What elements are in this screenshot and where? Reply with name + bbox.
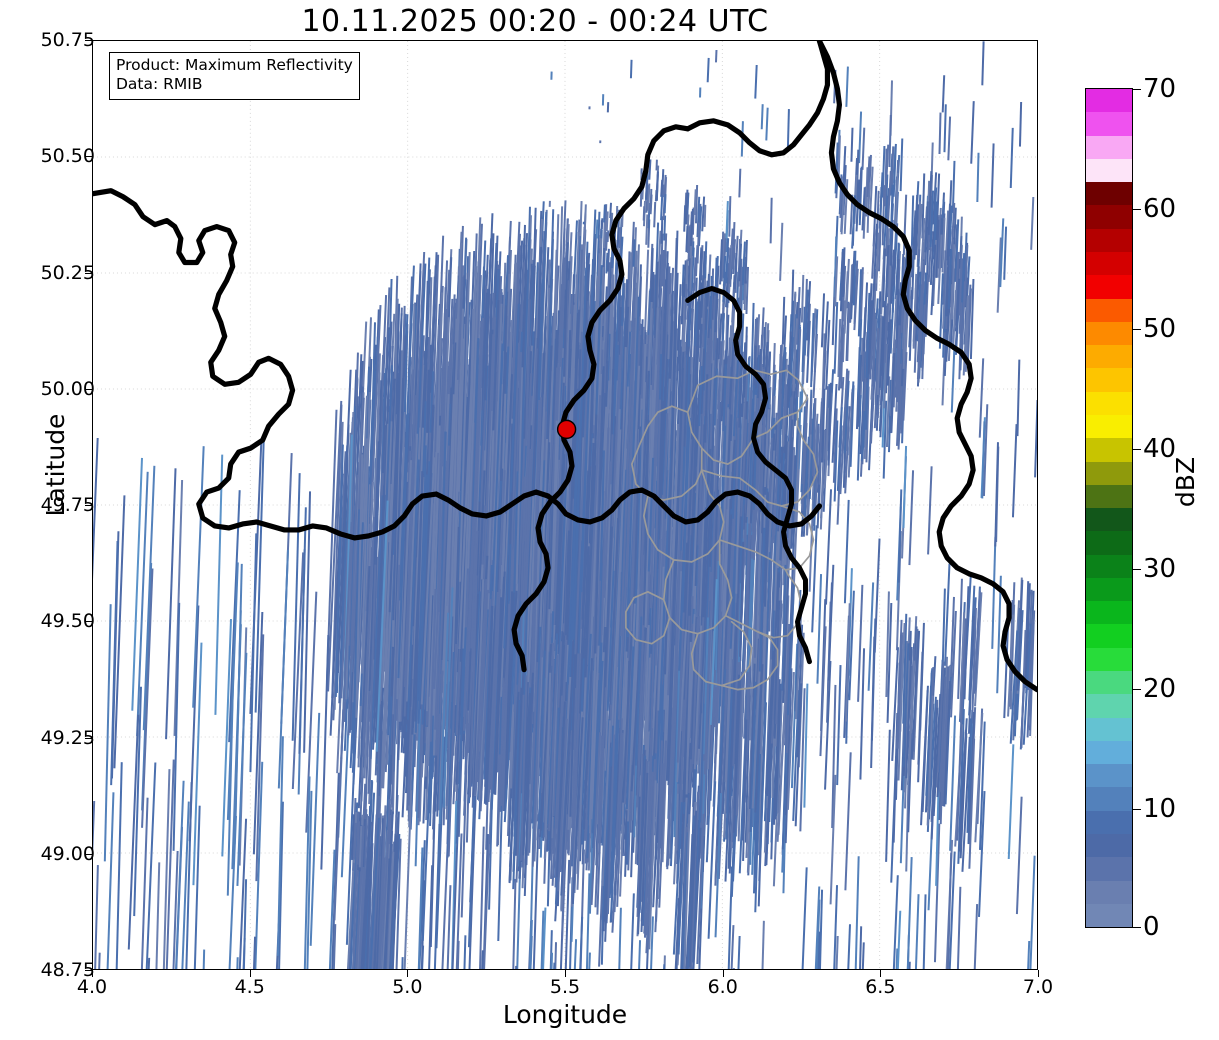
ytick-label-8: 48.75 <box>40 959 95 981</box>
colorbar-band-30 <box>1086 787 1132 811</box>
colorbar-band-4 <box>1086 182 1132 206</box>
colorbar-band-25 <box>1086 671 1132 695</box>
colorbar-label-0: 0 <box>1143 912 1160 942</box>
colorbar-tick-0 <box>1133 927 1141 928</box>
ytick-label-4: 49.75 <box>40 494 95 516</box>
colorbar-tick-10 <box>1133 809 1141 810</box>
xtick-label-4: 6.0 <box>707 976 738 998</box>
colorbar-band-1 <box>1086 112 1132 136</box>
colorbar-band-26 <box>1086 694 1132 718</box>
ytick-mark-7 <box>85 853 92 855</box>
info-box: Product: Maximum Reflectivity Data: RMIB <box>109 52 360 100</box>
x-axis-label: Longitude <box>502 1000 628 1029</box>
page-title: 10.11.2025 00:20 - 00:24 UTC <box>301 4 769 39</box>
colorbar-band-17 <box>1086 484 1132 509</box>
colorbar-band-19 <box>1086 531 1132 555</box>
xtick-mark-1 <box>249 970 251 977</box>
colorbar-title: dBZ <box>1171 456 1200 508</box>
colorbar-band-27 <box>1086 717 1132 741</box>
radar-site-marker[interactable] <box>556 419 577 440</box>
ytick-label-5: 49.50 <box>40 610 95 633</box>
colorbar-band-33 <box>1086 857 1132 881</box>
ytick-label-7: 49.00 <box>40 842 95 865</box>
colorbar-band-32 <box>1086 834 1132 858</box>
colorbar-band-8 <box>1086 275 1132 299</box>
colorbar-band-0 <box>1086 89 1132 113</box>
xtick-label-2: 5.0 <box>392 976 423 998</box>
ytick-mark-0 <box>85 40 92 41</box>
colorbar-label-60: 60 <box>1143 194 1177 224</box>
colorbar-band-31 <box>1086 810 1132 834</box>
xtick-label-6: 7.0 <box>1022 976 1054 998</box>
ytick-mark-6 <box>85 737 92 739</box>
ytick-label-3: 50.00 <box>40 377 95 400</box>
luxembourg-border <box>685 285 812 665</box>
xtick-label-1: 4.5 <box>234 976 265 998</box>
ytick-label-0: 50.75 <box>40 29 95 51</box>
colorbar-band-28 <box>1086 740 1132 765</box>
ytick-mark-4 <box>85 505 92 506</box>
colorbar-tick-50 <box>1133 329 1141 330</box>
ytick-mark-8 <box>85 970 92 971</box>
colorbar-band-22 <box>1086 601 1132 625</box>
colorbar-band-16 <box>1086 461 1132 485</box>
colorbar-band-23 <box>1086 624 1132 648</box>
colorbar-tick-20 <box>1133 689 1141 690</box>
colorbar-tick-30 <box>1133 569 1141 570</box>
xtick-mark-0 <box>92 970 93 977</box>
ytick-label-6: 49.25 <box>40 726 95 749</box>
colorbar-band-14 <box>1086 414 1132 439</box>
colorbar-tick-60 <box>1133 209 1141 210</box>
colorbar-label-70: 70 <box>1143 74 1177 104</box>
xtick-mark-2 <box>407 970 409 977</box>
ytick-mark-5 <box>85 621 92 623</box>
info-product-line: Product: Maximum Reflectivity <box>116 56 353 74</box>
colorbar-band-35 <box>1086 903 1132 928</box>
colorbar-band-29 <box>1086 764 1132 788</box>
colorbar-label-20: 20 <box>1143 674 1177 704</box>
colorbar-band-2 <box>1086 135 1132 159</box>
colorbar-band-12 <box>1086 368 1132 392</box>
colorbar[interactable] <box>1085 88 1133 928</box>
colorbar-label-40: 40 <box>1143 434 1177 464</box>
xtick-mark-5 <box>880 970 882 977</box>
ytick-mark-2 <box>85 272 92 274</box>
colorbar-band-21 <box>1086 577 1132 602</box>
colorbar-tick-40 <box>1133 449 1141 450</box>
map-canvas <box>93 41 1037 969</box>
national-borders <box>93 41 1037 693</box>
colorbar-band-34 <box>1086 880 1132 904</box>
ytick-label-1: 50.50 <box>40 145 95 168</box>
colorbar-band-7 <box>1086 251 1132 276</box>
colorbar-label-50: 50 <box>1143 314 1177 344</box>
colorbar-label-30: 30 <box>1143 554 1177 584</box>
xtick-label-5: 6.5 <box>865 976 896 998</box>
y-axis-label: Latitude <box>41 413 70 517</box>
colorbar-band-9 <box>1086 298 1132 322</box>
colorbar-band-15 <box>1086 438 1132 462</box>
colorbar-band-13 <box>1086 391 1132 415</box>
colorbar-band-18 <box>1086 508 1132 532</box>
xtick-mark-6 <box>1038 970 1039 977</box>
xtick-label-3: 5.5 <box>549 976 581 998</box>
xtick-mark-4 <box>722 970 724 977</box>
colorbar-band-24 <box>1086 647 1132 672</box>
colorbar-tick-70 <box>1133 89 1141 90</box>
colorbar-band-20 <box>1086 554 1132 578</box>
colorbar-band-6 <box>1086 228 1132 252</box>
ytick-mark-3 <box>85 388 92 390</box>
map-plot-area[interactable]: Product: Maximum Reflectivity Data: RMIB <box>92 40 1038 970</box>
colorbar-band-5 <box>1086 205 1132 229</box>
xtick-label-0: 4.0 <box>76 976 108 998</box>
info-data-line: Data: RMIB <box>116 75 203 94</box>
colorbar-band-11 <box>1086 345 1132 369</box>
ytick-mark-1 <box>85 156 92 158</box>
colorbar-band-3 <box>1086 158 1132 183</box>
xtick-mark-3 <box>565 970 566 977</box>
colorbar-label-10: 10 <box>1143 794 1177 824</box>
colorbar-band-10 <box>1086 321 1132 346</box>
ytick-label-2: 50.25 <box>40 261 95 284</box>
